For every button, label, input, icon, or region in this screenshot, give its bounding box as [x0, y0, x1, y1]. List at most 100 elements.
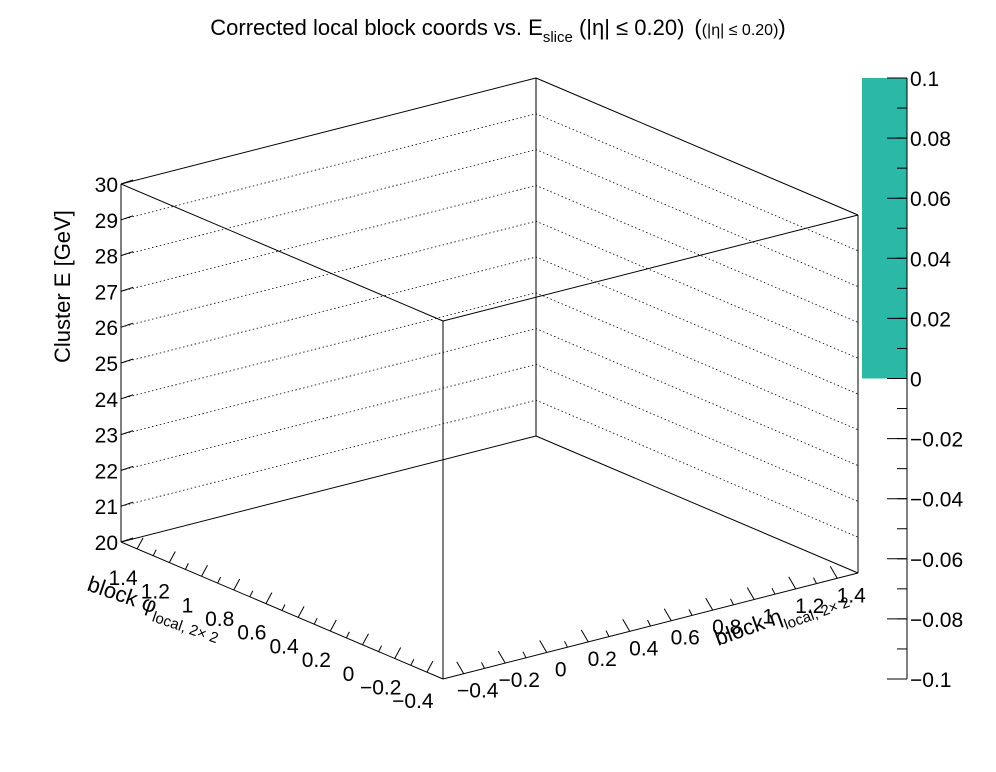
box-edge	[120, 435, 537, 543]
x-tick	[829, 566, 838, 579]
y-tick-label: 0.2	[302, 649, 331, 672]
x-tick	[580, 629, 589, 643]
x-axis-title: block ηlocal, 2× 2	[711, 580, 852, 657]
x-tick	[663, 608, 672, 621]
palette-tick-label: −0.06	[910, 549, 963, 572]
z-tick	[120, 394, 134, 400]
z-gridline	[120, 256, 859, 395]
z-tick-label: 23	[95, 425, 118, 448]
x-tick-label: 0	[555, 659, 567, 682]
z-tick	[120, 501, 134, 507]
palette-tick-label: 0.06	[910, 188, 951, 211]
x-tick-label: 0.4	[629, 637, 659, 660]
x-tick-label: 0.8	[712, 616, 741, 639]
z-tick-label: 21	[95, 496, 118, 519]
y-minor-tick	[313, 617, 318, 625]
z-axis-title: Cluster E [GeV]	[50, 210, 75, 363]
z-gridline	[120, 328, 859, 466]
z-gridline	[120, 149, 859, 287]
z-tick-label: 30	[95, 174, 118, 197]
y-minor-tick	[345, 631, 350, 639]
z-tick	[120, 430, 134, 436]
z-tick	[120, 465, 134, 471]
z-tick-label: 26	[95, 317, 118, 340]
box-edge	[442, 214, 859, 322]
x-axis: −0.4 −0.2 0 0.2 0.4 0.6 0.8 1 1.2 1.4	[456, 566, 867, 703]
title-sub: slice	[543, 29, 573, 46]
z-tick	[120, 322, 134, 328]
y-tick-label: 1.2	[141, 581, 170, 604]
x-minor-tick	[647, 619, 651, 627]
x-axis-title-main: block η	[711, 603, 785, 650]
palette-tick-label: 0.02	[910, 308, 951, 331]
z-tick	[120, 537, 134, 543]
y-minor-tick	[281, 604, 286, 611]
x-tick-label: 0.6	[671, 627, 700, 650]
z-gridline	[120, 363, 859, 502]
box-edge	[535, 77, 859, 216]
x-minor-tick	[605, 630, 610, 637]
box-edge	[535, 435, 859, 574]
y-minor-tick	[410, 659, 415, 666]
y-tick	[394, 647, 402, 659]
palette-tick-label: −0.02	[910, 429, 963, 452]
y-tick-label: −0.4	[392, 690, 434, 713]
palette-tick-label: 0.1	[910, 68, 939, 91]
z-gridlines	[120, 113, 859, 538]
z-axis: 20 21 22 23 24 25 26 27 28 29 30	[95, 174, 134, 555]
x-tick-label: −0.2	[499, 669, 540, 692]
x-tick-label: −0.4	[457, 680, 499, 703]
y-minor-tick	[184, 563, 189, 570]
box-edge	[120, 77, 537, 185]
z-gridline	[120, 292, 859, 431]
x-tick	[456, 661, 465, 674]
y-minor-tick	[217, 576, 222, 584]
title-cut: (|η| ≤ 0.20)	[573, 15, 685, 40]
y-tick-label: 1.4	[108, 567, 138, 590]
y-tick	[362, 633, 369, 645]
y-tick-label: 1	[182, 594, 194, 617]
y-tick-label: 0.4	[269, 635, 299, 658]
y-tick-label: −0.2	[360, 676, 401, 699]
x-minor-tick	[481, 662, 485, 669]
x-tick	[705, 597, 714, 611]
z-tick	[120, 358, 134, 364]
palette-tick-label: −0.08	[910, 609, 963, 632]
x-tick	[622, 619, 631, 632]
palette-tick-label: 0.08	[910, 128, 951, 151]
z-tick-label: 25	[95, 353, 118, 376]
y-tick	[426, 660, 434, 673]
y-tick	[168, 551, 176, 563]
palette-tick-label: −0.04	[910, 489, 963, 512]
z-gridline	[120, 220, 859, 359]
z-tick-label: 27	[95, 281, 118, 304]
z-tick	[120, 286, 134, 292]
x-tick	[539, 640, 548, 653]
chart-title: Corrected local block coords vs. Eslice …	[210, 15, 785, 46]
palette-tick-label: 0.04	[910, 248, 951, 271]
y-axis: −0.4−0.20 0.20.40.60.8 1 1.21.4	[108, 537, 434, 713]
x-tick	[788, 576, 797, 590]
x-minor-tick	[730, 598, 734, 606]
y-tick	[329, 619, 337, 632]
color-palette: 0.1 0.08 0.06 0.04 0.02 0 −0.02 −0.04 −0.06 −0.08…	[862, 68, 963, 692]
y-tick-label: 0	[343, 663, 355, 686]
title-main: Corrected local block coords vs. E	[210, 15, 543, 40]
x-tick-label: 1.2	[795, 595, 824, 618]
box-edge	[120, 183, 444, 322]
x-minor-tick	[564, 640, 568, 648]
z-gridline	[120, 113, 859, 252]
y-tick	[201, 565, 208, 577]
y-minor-tick	[152, 549, 157, 556]
x-tick-label: 0.2	[588, 648, 617, 671]
x-minor-tick	[813, 577, 817, 584]
x-tick-label: 1.4	[837, 584, 867, 607]
y-tick-label: 0.8	[205, 608, 234, 631]
z-tick-label: 28	[95, 246, 118, 269]
x-minor-tick	[688, 609, 693, 616]
y-tick	[136, 537, 144, 550]
plot-box	[120, 77, 859, 680]
y-tick	[233, 578, 241, 591]
z-tick	[120, 215, 134, 221]
z-tick-label: 29	[95, 210, 118, 233]
